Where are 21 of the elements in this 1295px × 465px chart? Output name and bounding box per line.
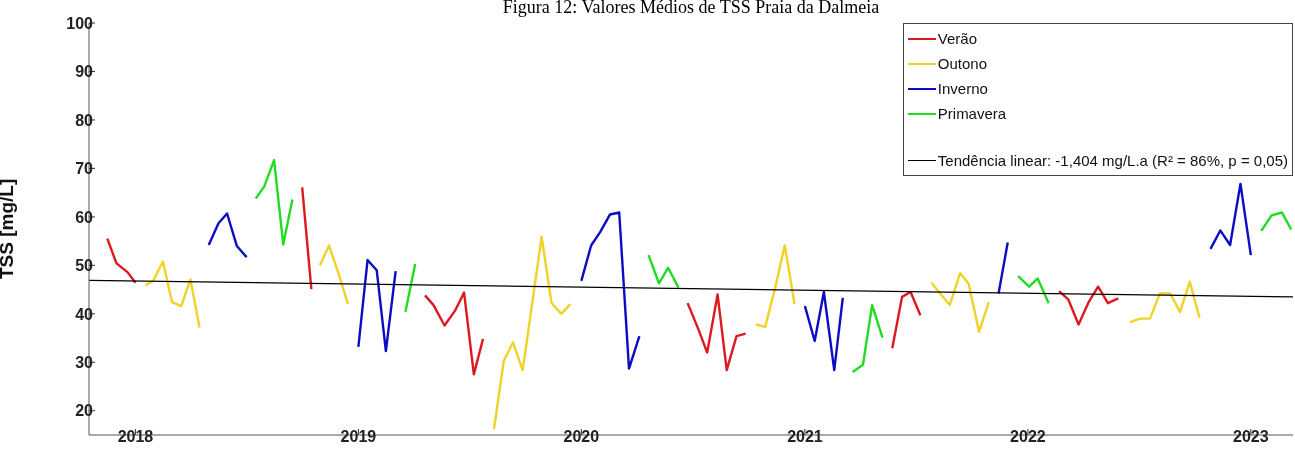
legend-label: Tendência linear: -1,404 mg/L.a (R² = 86%, p = 0,05) <box>937 152 1288 169</box>
x-tick-label: 2021 <box>787 428 823 446</box>
y-tick-label: 70 <box>75 160 94 178</box>
y-tick-label: 20 <box>75 402 94 420</box>
x-tick-label: 2019 <box>340 428 377 446</box>
y-tick-label: 80 <box>75 111 94 129</box>
y-tick-label: 90 <box>75 63 94 81</box>
x-tick-label: 2023 <box>1233 428 1269 446</box>
x-tick-label: 2018 <box>117 428 154 446</box>
legend-label: Verão <box>937 30 977 47</box>
y-tick-label: 60 <box>75 208 94 226</box>
legend-label: Outono <box>937 55 988 72</box>
y-tick-label: 40 <box>75 305 94 323</box>
legend-label: Inverno <box>937 80 988 97</box>
chart-title: Figura 12: Valores Médios de TSS Praia da Dalmeia <box>502 0 880 17</box>
x-tick-label: 2020 <box>563 428 600 446</box>
y-tick-label: 50 <box>75 257 94 275</box>
legend-label: Primavera <box>937 105 1007 122</box>
y-tick-label: 30 <box>75 353 94 371</box>
y-tick-label: 100 <box>66 14 94 32</box>
x-tick-label: 2022 <box>1010 428 1046 446</box>
